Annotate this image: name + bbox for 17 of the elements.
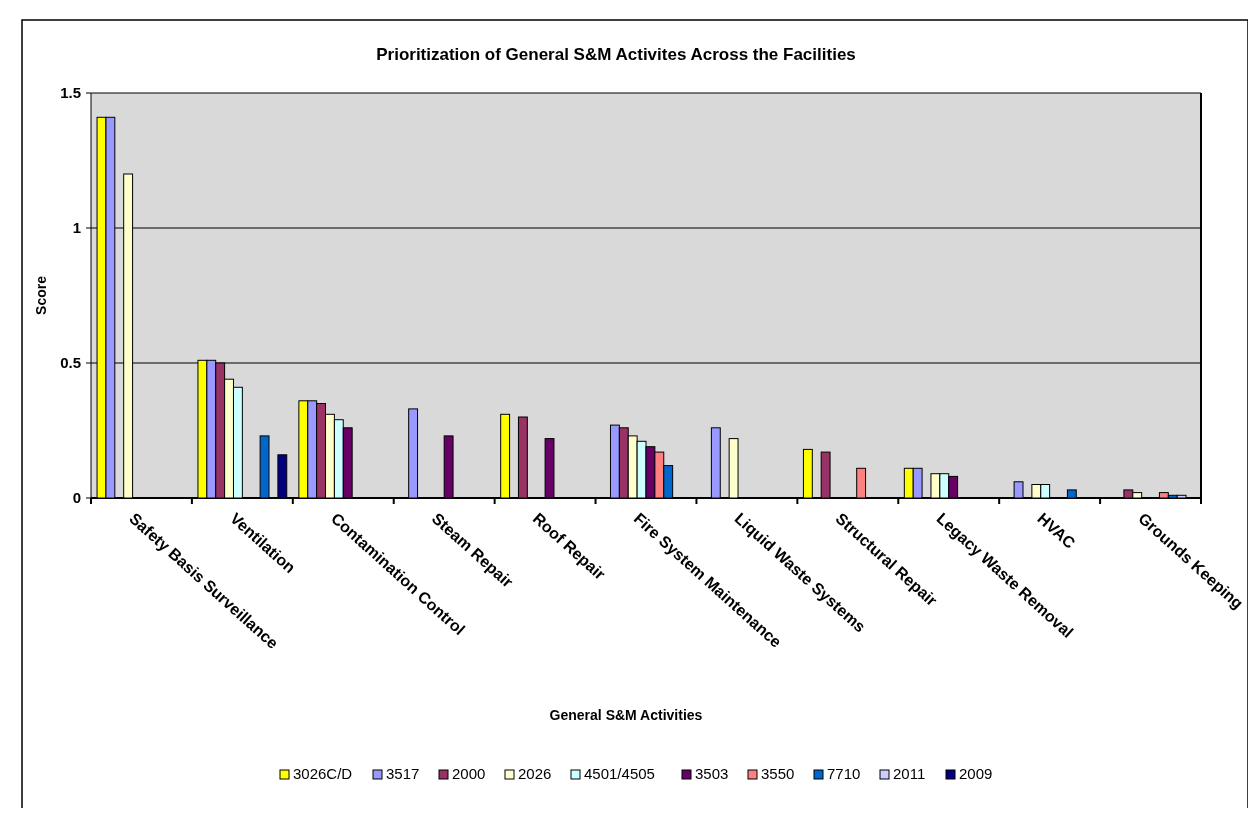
- y-tick-label: 1.5: [60, 84, 81, 102]
- y-tick-label: 0: [72, 489, 81, 507]
- legend-label: 2000: [452, 765, 486, 782]
- y-tick-label: 1: [72, 219, 81, 237]
- chart-title: Prioritization of General S&M Activites Across the Facilities: [376, 45, 856, 64]
- legend-label: 7710: [827, 765, 861, 782]
- legend-label: 2009: [959, 765, 993, 782]
- y-tick-label: 0.5: [60, 354, 81, 372]
- legend-label: 3026C/D: [293, 765, 353, 782]
- legend-label: 3550: [761, 765, 795, 782]
- legend-label: 3517: [386, 765, 420, 782]
- legend-label: 2011: [893, 765, 926, 782]
- legend-label: 2026: [518, 765, 552, 782]
- y-axis-title: Score: [33, 275, 49, 315]
- x-axis-title: General S&M Activities: [549, 707, 703, 723]
- legend-label: 3503: [695, 765, 729, 782]
- legend-label: 4501/4505: [584, 765, 655, 782]
